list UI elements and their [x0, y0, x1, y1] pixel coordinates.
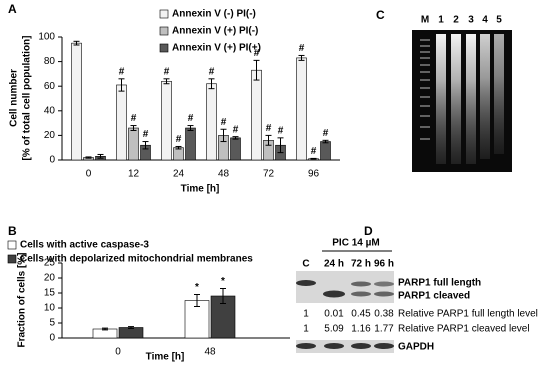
y-tick-label: 100 [38, 32, 55, 43]
quantification-value: 1 [303, 324, 309, 335]
lane-label: 3 [468, 15, 474, 26]
significance-mark: # [278, 126, 284, 137]
bar [251, 69, 262, 161]
quantification-value: 0.45 [351, 309, 371, 320]
x-axis-label: Time [h] [181, 184, 220, 195]
quantification-value: 0.38 [374, 309, 394, 320]
significance-mark: # [266, 123, 272, 134]
y-tick-label: 15 [44, 288, 56, 299]
y-axis-label: [% of total cell population] [22, 36, 33, 161]
y-tick-label: 60 [44, 81, 56, 92]
x-tick-label: 72 [263, 169, 275, 180]
significance-mark: # [254, 48, 260, 59]
bar [173, 147, 184, 161]
legend-swatch [159, 9, 169, 19]
legend-label: Annexin V (-) PI(-) [172, 9, 256, 20]
blot-image [296, 271, 394, 303]
bar [206, 83, 217, 161]
panel-label: C [376, 8, 385, 22]
panel-label: B [8, 224, 17, 238]
quantification-value: 0.01 [324, 309, 344, 320]
x-tick-label: 0 [115, 347, 121, 358]
significance-mark: * [221, 276, 225, 287]
gapdh-bands [296, 343, 394, 349]
x-tick-label: 96 [308, 169, 320, 180]
y-tick-label: 10 [44, 303, 56, 314]
significance-mark: # [209, 66, 215, 77]
gapdh-blot [296, 340, 394, 353]
bar [71, 42, 82, 161]
gel-smears [436, 34, 504, 164]
significance-mark: * [195, 282, 199, 293]
panel-label: A [8, 2, 17, 16]
significance-mark: # [119, 66, 125, 77]
legend-swatch [159, 26, 169, 36]
quantification-label: Relative PARP1 full length level [398, 309, 538, 320]
y-axis-label: Cell number [9, 69, 20, 127]
quantification-label: Relative PARP1 cleaved level [398, 324, 530, 335]
significance-mark: # [299, 43, 305, 54]
panel-label: D [364, 224, 373, 238]
band-label: PARP1 full length [398, 278, 481, 289]
gel-ladder [420, 39, 430, 140]
lane-label: 2 [453, 15, 459, 26]
significance-mark: # [176, 134, 182, 145]
bar [185, 127, 196, 161]
bar [320, 141, 331, 161]
lane-label: 24 h [324, 259, 344, 270]
y-tick-label: 0 [49, 155, 55, 166]
quantification-value: 1 [303, 309, 309, 320]
y-tick-label: 80 [44, 56, 56, 67]
lane-label: 96 h [374, 259, 394, 270]
loading-control-label: GAPDH [398, 342, 434, 353]
bar [116, 84, 127, 161]
y-tick-label: 0 [49, 333, 55, 344]
bar [128, 127, 139, 161]
lane-label: 72 h [351, 259, 371, 270]
significance-mark: # [311, 146, 317, 157]
legend-swatch [7, 254, 17, 264]
lane-label: M [421, 15, 429, 26]
y-tick-label: 20 [44, 273, 56, 284]
significance-mark: # [233, 124, 239, 135]
y-axis-label: Fraction of cells [%] [17, 252, 28, 347]
quantification-value: 1.16 [351, 324, 371, 335]
bar [296, 57, 307, 161]
x-tick-label: 48 [218, 169, 230, 180]
x-axis-label: Time [h] [146, 352, 185, 363]
legend-swatch [159, 43, 169, 53]
y-tick-label: 5 [49, 318, 55, 329]
band-label: PARP1 cleaved [398, 291, 470, 302]
quantification-value: 5.09 [324, 324, 344, 335]
legend-swatch [7, 240, 17, 250]
lane-label: C [302, 259, 309, 270]
lane-label: 5 [496, 15, 502, 26]
bar [161, 80, 172, 161]
y-tick-label: 40 [44, 105, 56, 116]
quantification-value: 1.77 [374, 324, 394, 335]
significance-mark: # [143, 129, 149, 140]
x-tick-label: 48 [204, 347, 216, 358]
y-tick-label: 20 [44, 130, 56, 141]
legend-label: Cells with active caspase-3 [20, 240, 149, 251]
significance-mark: # [164, 66, 170, 77]
x-tick-label: 0 [86, 169, 92, 180]
legend-label: Annexin V (+) PI(+) [172, 43, 261, 54]
significance-mark: # [221, 117, 227, 128]
significance-mark: # [323, 128, 329, 139]
bar [118, 327, 144, 339]
bar [230, 137, 241, 161]
x-tick-label: 12 [128, 169, 140, 180]
x-tick-label: 24 [173, 169, 185, 180]
lane-label: 1 [438, 15, 444, 26]
legend-label: Cells with depolarized mitochondrial mem… [20, 254, 253, 265]
significance-mark: # [188, 113, 194, 124]
y-tick-label: 25 [44, 258, 56, 269]
legend-label: Annexin V (+) PI(-) [172, 26, 258, 37]
treatment-label: PIC 14 µM [332, 238, 379, 249]
significance-mark: # [131, 113, 137, 124]
lane-label: 4 [482, 15, 488, 26]
blot-bands [296, 280, 394, 298]
